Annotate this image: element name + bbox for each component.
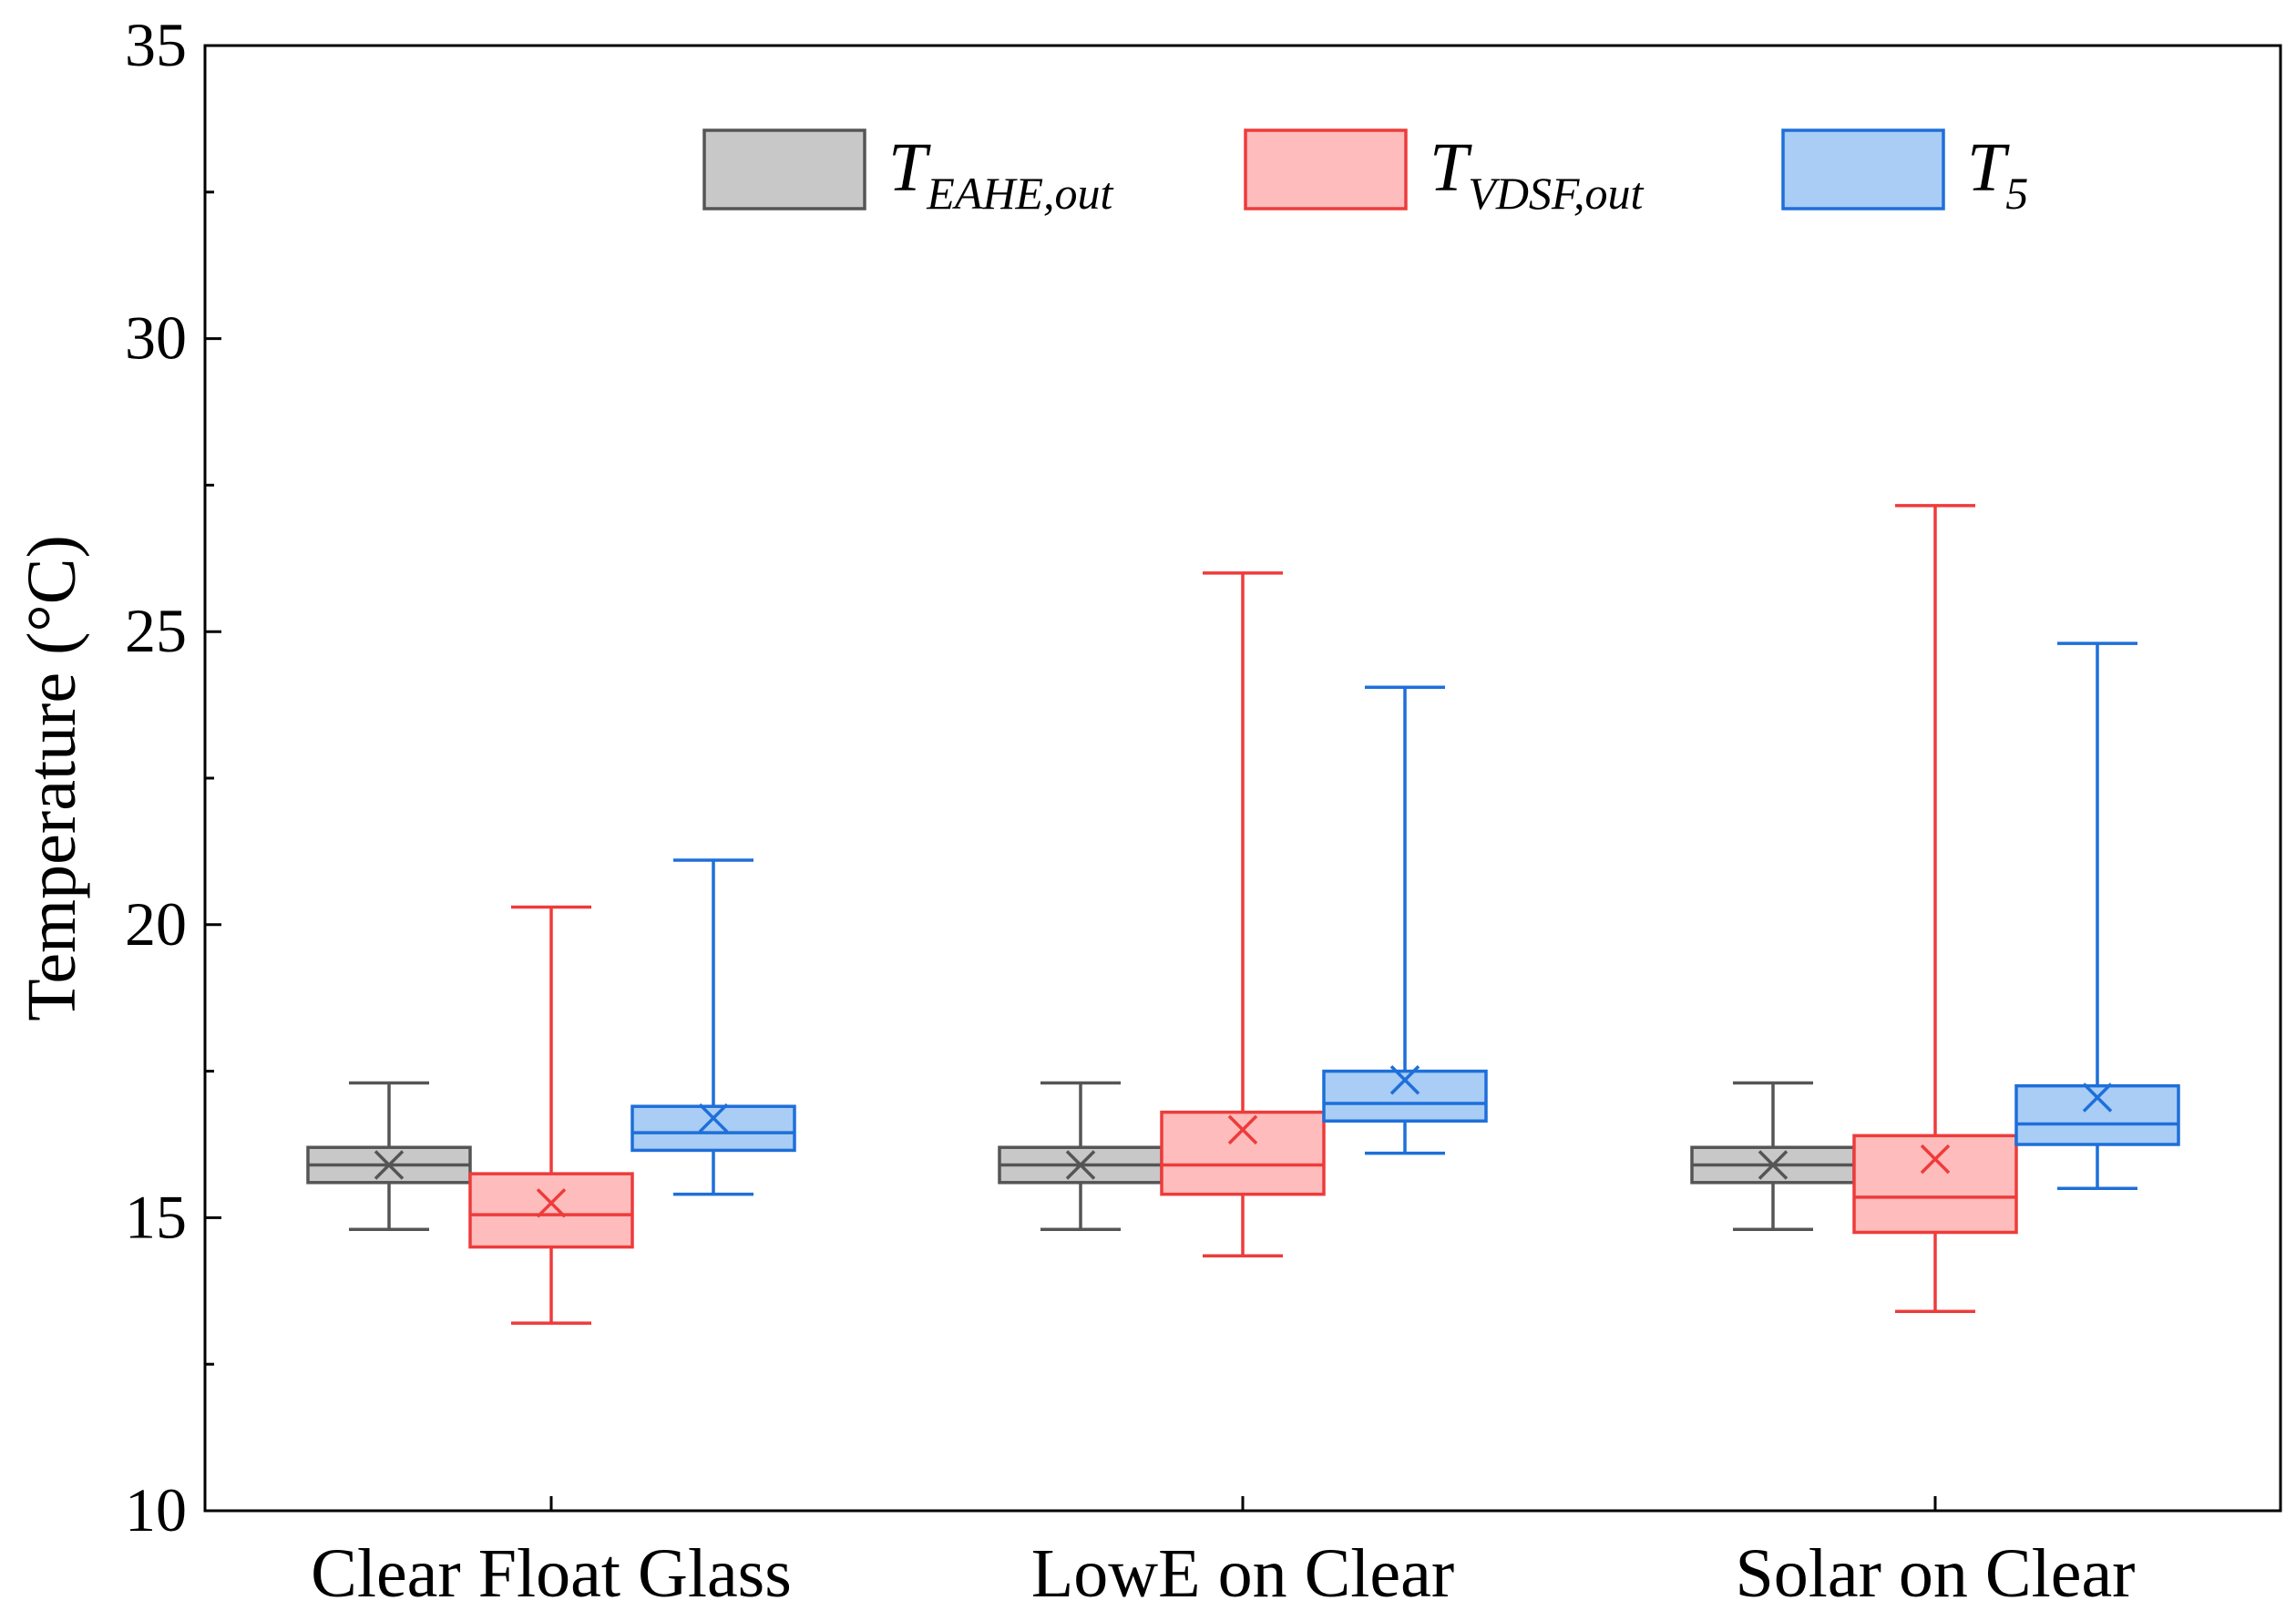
legend-label-subscript: VDSF,out xyxy=(1468,168,1644,219)
box-5-0 xyxy=(630,858,796,1196)
box-eaheout-0 xyxy=(306,1081,472,1232)
box-5-1 xyxy=(1322,685,1488,1155)
mean-marker xyxy=(1758,1150,1789,1180)
y-tick-label: 20 xyxy=(125,889,187,959)
mean-marker xyxy=(1065,1150,1096,1180)
iqr-box xyxy=(630,1104,796,1153)
mean-marker xyxy=(698,1103,729,1134)
legend-swatch xyxy=(1781,128,1945,210)
legend-label: TEAHE,out xyxy=(888,129,1114,219)
legend-label-main: T xyxy=(1430,129,1472,206)
iqr-box xyxy=(468,1172,634,1249)
mean-marker xyxy=(1227,1114,1258,1145)
iqr-box xyxy=(1852,1134,2018,1235)
legend-label: T5 xyxy=(1967,129,2028,219)
box-vdsfout-0 xyxy=(468,905,634,1325)
y-tick-label: 35 xyxy=(125,10,187,79)
box-series-layer xyxy=(306,504,2180,1325)
legend-swatch xyxy=(1244,128,1408,210)
iqr-box xyxy=(2014,1083,2180,1146)
axes: 10 15 20 25 30 35 Temperature (°C) Clear Float … xyxy=(14,10,2136,1612)
x-tick-label: LowE on Clear xyxy=(1031,1535,1454,1612)
y-tick-label: 15 xyxy=(125,1182,187,1251)
x-tick-label: Clear Float Glass xyxy=(311,1535,792,1612)
legend-label-subscript: EAHE,out xyxy=(926,168,1113,219)
legend-item: TVDSF,out xyxy=(1244,128,1645,219)
y-tick-label: 25 xyxy=(125,596,187,665)
legend-label-main: T xyxy=(888,129,931,206)
legend-item: T5 xyxy=(1781,128,2028,219)
box-vdsfout-1 xyxy=(1160,571,1326,1257)
box-eaheout-2 xyxy=(1690,1081,1856,1232)
legend-label-subscript: 5 xyxy=(2005,168,2028,219)
legend-swatch xyxy=(702,128,866,210)
y-axis-title: Temperature (°C) xyxy=(14,535,90,1021)
x-tick-label: Solar on Clear xyxy=(1735,1535,2135,1612)
mean-marker xyxy=(1389,1065,1420,1095)
iqr-box xyxy=(1160,1110,1326,1196)
y-tick-label: 30 xyxy=(125,303,187,373)
y-tick-label: 10 xyxy=(125,1475,187,1544)
legend-item: TEAHE,out xyxy=(702,128,1114,219)
mean-marker xyxy=(1920,1144,1951,1175)
mean-marker xyxy=(2082,1082,2113,1113)
box-vdsfout-2 xyxy=(1852,504,2018,1314)
legend-label: TVDSF,out xyxy=(1430,129,1645,219)
legend-label-main: T xyxy=(1967,129,2010,206)
mean-marker xyxy=(536,1188,567,1218)
mean-marker xyxy=(374,1150,405,1180)
box-5-2 xyxy=(2014,641,2180,1190)
legend: TEAHE,out TVDSF,out T5 xyxy=(702,128,2028,219)
box-eaheout-1 xyxy=(998,1081,1163,1232)
